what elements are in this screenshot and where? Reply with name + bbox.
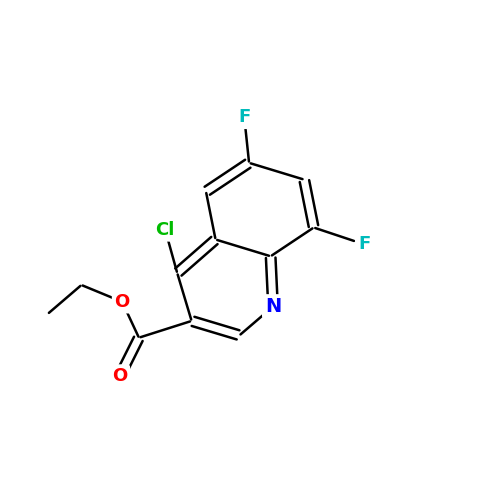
- Text: O: O: [112, 367, 127, 385]
- Text: F: F: [238, 108, 251, 126]
- Text: N: N: [265, 297, 281, 316]
- Text: F: F: [358, 235, 370, 253]
- Text: O: O: [114, 293, 130, 311]
- Text: Cl: Cl: [156, 221, 175, 239]
